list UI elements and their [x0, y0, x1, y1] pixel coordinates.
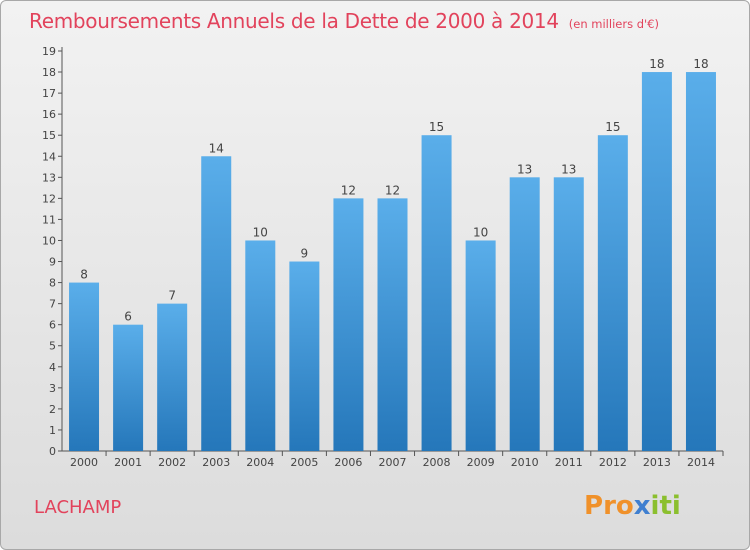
bar — [685, 72, 716, 451]
y-tick-label: 5 — [49, 340, 56, 353]
x-tick-label: 2000 — [70, 456, 98, 469]
x-tick-label: 2004 — [246, 456, 274, 469]
y-tick-label: 19 — [42, 45, 56, 58]
y-tick-label: 7 — [49, 298, 56, 311]
brand-logo-letter: P — [584, 491, 604, 521]
bar-value-label: 15 — [605, 120, 620, 134]
x-tick-label: 2005 — [290, 456, 318, 469]
brand-logo-letter: i — [671, 491, 681, 521]
bar — [465, 240, 496, 451]
brand-logo-letter: r — [603, 491, 616, 521]
bar-value-label: 18 — [649, 57, 664, 71]
y-tick-label: 6 — [49, 319, 56, 332]
x-tick-label: 2012 — [599, 456, 627, 469]
bar — [641, 72, 672, 451]
bar — [553, 177, 584, 451]
x-tick-label: 2001 — [114, 456, 142, 469]
bar-value-label: 8 — [80, 268, 88, 282]
y-tick-label: 12 — [42, 192, 56, 205]
bar-value-label: 13 — [561, 162, 576, 176]
commune-name: LACHAMP — [34, 497, 122, 518]
bar — [509, 177, 540, 451]
chart-title: Remboursements Annuels de la Dette de 20… — [29, 9, 659, 33]
x-tick-label: 2009 — [467, 456, 495, 469]
bar — [245, 240, 276, 451]
x-tick-label: 2008 — [423, 456, 451, 469]
y-tick-label: 17 — [42, 87, 56, 100]
x-tick-label: 2011 — [555, 456, 583, 469]
bar-value-label: 14 — [209, 141, 224, 155]
x-tick-label: 2002 — [158, 456, 186, 469]
bar-value-label: 12 — [385, 183, 400, 197]
bar-value-label: 9 — [301, 247, 309, 261]
bar-value-label: 7 — [168, 289, 176, 303]
brand-logo: Proxiti — [584, 491, 681, 521]
x-tick-label: 2003 — [202, 456, 230, 469]
y-tick-label: 10 — [42, 234, 56, 247]
x-tick-label: 2014 — [687, 456, 715, 469]
bar-value-label: 6 — [124, 310, 132, 324]
y-tick-label: 9 — [49, 256, 56, 269]
brand-logo-letter: i — [650, 491, 660, 521]
y-tick-label: 0 — [49, 445, 56, 458]
bar — [157, 303, 188, 451]
bar-value-label: 12 — [341, 183, 356, 197]
bar — [69, 282, 100, 451]
bar — [597, 135, 628, 452]
brand-logo-letter: t — [659, 491, 672, 521]
y-tick-label: 15 — [42, 129, 56, 142]
y-tick-label: 16 — [42, 108, 56, 121]
y-tick-label: 1 — [49, 424, 56, 437]
chart-unit: (en milliers d'€) — [568, 17, 659, 31]
chart-title-text: Remboursements Annuels de la Dette de 20… — [29, 9, 559, 33]
y-tick-label: 4 — [49, 361, 56, 374]
bar — [333, 198, 364, 451]
bars: 8 6 7 14 10 9 12 12 15 10 13 13 15 18 18 — [69, 57, 716, 452]
y-tick-label: 3 — [49, 382, 56, 395]
bar — [377, 198, 408, 451]
y-tick-label: 18 — [42, 66, 56, 79]
y-tick-label: 14 — [42, 150, 56, 163]
x-tick-label: 2010 — [511, 456, 539, 469]
brand-logo-letter: x — [633, 491, 651, 521]
y-tick-label: 8 — [49, 277, 56, 290]
y-tick-label: 11 — [42, 213, 56, 226]
bar-value-label: 18 — [693, 57, 708, 71]
y-tick-label: 2 — [49, 403, 56, 416]
bar-value-label: 10 — [253, 225, 268, 239]
y-tick-label: 13 — [42, 171, 56, 184]
bar — [201, 156, 232, 451]
x-tick-label: 2007 — [379, 456, 407, 469]
bar — [289, 261, 320, 451]
bar — [113, 324, 144, 451]
bar — [421, 135, 452, 452]
x-tick-label: 2006 — [334, 456, 362, 469]
bar-value-label: 10 — [473, 225, 488, 239]
x-tick-label: 2013 — [643, 456, 671, 469]
bar-value-label: 13 — [517, 162, 532, 176]
bar-value-label: 15 — [429, 120, 444, 134]
brand-logo-letter: o — [615, 491, 634, 521]
